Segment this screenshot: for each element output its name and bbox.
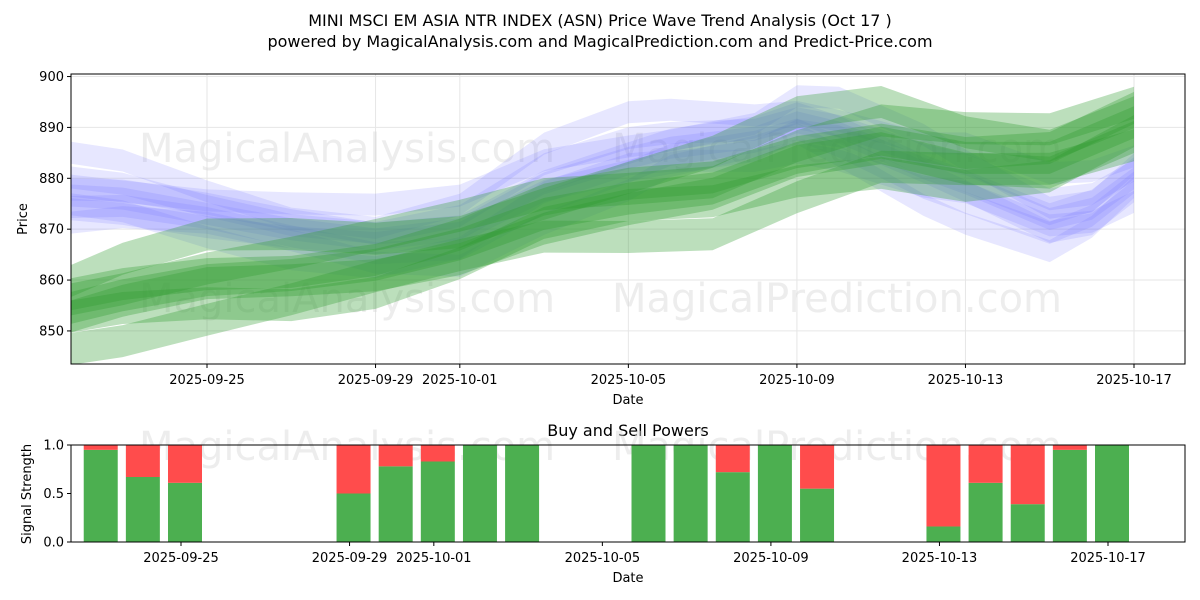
signal-panel-title: Buy and Sell Powers [547,421,709,440]
sell-power-bar [168,445,202,483]
sell-power-bar [420,445,455,462]
trend-wave-band-2 [71,91,1134,311]
buy-power-bar [1052,449,1087,542]
signal-y-tick-label: 0.5 [43,487,64,502]
trend-wave-band-3 [71,121,1134,333]
signal-y-tick-label: 0.0 [43,536,64,551]
price-x-tick-label: 2025-10-17 [1096,373,1172,388]
chart-title-line1: MINI MSCI EM ASIA NTR INDEX (ASN) Price … [308,11,892,30]
price-x-tick-label: 2025-09-29 [338,373,414,388]
watermark-prediction-mid: MagicalPrediction.com [612,276,1062,322]
price-x-axis-label: Date [612,393,643,408]
price-x-ticks: 2025-09-25 2025-09-29 2025-10-01 2025-10-05… [169,364,1172,388]
buy-power-bar [83,449,118,542]
buy-power-bar [125,477,160,542]
sell-power-bar [1052,445,1087,450]
price-x-tick-label: 2025-10-09 [759,373,835,388]
sell-power-bar [125,445,160,478]
price-x-tick-label: 2025-10-05 [591,373,667,388]
buy-power-bar [673,445,708,542]
price-wave-band-1 [71,111,1134,251]
buy-power-bar [462,445,497,542]
price-y-tick-label: 860 [39,274,64,289]
watermark-prediction-top: MagicalPrediction.com [612,126,1062,172]
sell-power-bar [715,445,750,473]
signal-x-tick-label: 2025-10-13 [902,551,978,566]
sell-power-bar [83,445,118,450]
signal-x-tick-label: 2025-10-09 [733,551,809,566]
price-grid [71,74,1185,364]
price-panel: MagicalAnalysis.com MagicalPrediction.co… [16,70,1186,408]
price-x-tick-label: 2025-09-25 [169,373,245,388]
signal-x-tick-label: 2025-10-05 [565,551,641,566]
signal-panel: Buy and Sell Powers MagicalAnalysis.com … [20,421,1186,586]
signal-y-ticks: 0.0 0.5 1.0 [43,439,71,551]
price-y-tick-label: 900 [39,70,64,85]
buy-power-bar [505,445,540,542]
buy-power-bar [1010,504,1045,542]
buy-power-bar [968,482,1003,542]
price-wave-band-2 [71,107,1134,244]
signal-y-axis-label: Signal Strength [20,444,35,544]
chart-title-line2: powered by MagicalAnalysis.com and Magic… [267,32,932,51]
sell-power-bar [378,445,413,467]
sell-power-bar [926,445,961,527]
price-wave-band-9 [71,122,1134,277]
buy-power-bar [378,466,413,542]
sell-power-bar [336,445,371,494]
buy-power-bar [715,472,750,542]
signal-x-tick-label: 2025-09-29 [312,551,388,566]
sell-power-bar [800,445,835,489]
sell-power-bar [1010,445,1045,505]
price-wave-band-4 [71,85,1134,219]
price-wave-band-3 [71,118,1134,265]
price-wave-band-6 [71,102,1134,245]
buy-power-bar [1095,445,1129,542]
trend-wave-band-1 [71,106,1134,324]
price-y-tick-label: 880 [39,172,64,187]
price-wave-band-8 [71,98,1134,239]
price-y-tick-label: 850 [39,324,64,339]
trend-wave-band-6 [71,86,1134,298]
price-x-tick-label: 2025-10-01 [422,373,498,388]
signal-x-tick-label: 2025-10-17 [1070,551,1146,566]
price-x-tick-label: 2025-10-13 [928,373,1004,388]
trend-wave-band-7 [71,129,1134,364]
sell-power-bar [968,445,1003,483]
buy-power-bar [757,445,792,542]
price-wave-series [71,85,1134,279]
buy-power-bar [800,488,835,542]
buy-sell-bars [83,445,1129,542]
price-y-tick-label: 870 [39,223,64,238]
signal-x-axis-label: Date [612,571,643,586]
watermark-analysis-top: MagicalAnalysis.com [139,126,555,172]
buy-power-bar [420,461,455,542]
buy-power-bar [631,445,666,542]
buy-power-bar [168,482,202,542]
price-y-ticks: 850 860 870 880 890 900 [39,70,71,339]
trend-wave-band-4 [71,86,1134,316]
signal-x-tick-label: 2025-10-01 [396,551,472,566]
price-wave-band-5 [71,141,1134,279]
price-y-tick-label: 890 [39,121,64,136]
signal-x-ticks: 2025-09-25 2025-09-29 2025-10-01 2025-10-05… [143,542,1146,566]
signal-x-tick-label: 2025-09-25 [143,551,219,566]
buy-power-bar [336,493,371,542]
price-y-axis-label: Price [16,203,31,235]
trend-wave-series [71,86,1134,364]
price-wave-band-7 [71,119,1134,255]
buy-power-bar [926,526,961,542]
trend-wave-band-5 [71,115,1134,333]
watermark-analysis-mid: MagicalAnalysis.com [139,276,555,322]
signal-y-tick-label: 1.0 [43,439,64,454]
